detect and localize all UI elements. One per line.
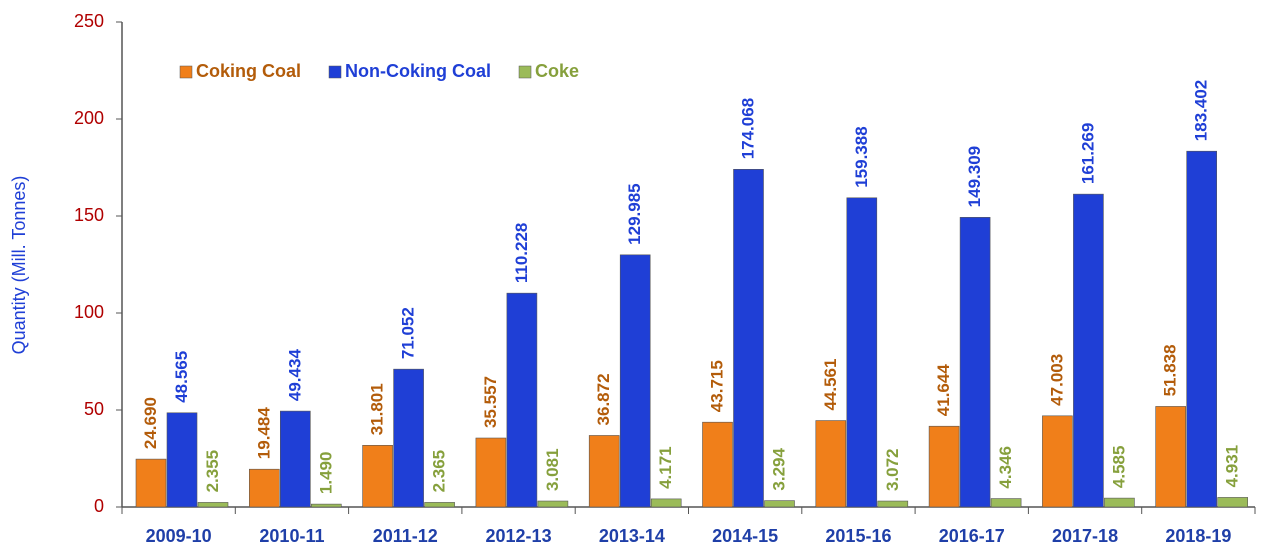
value-label: 51.838: [1161, 344, 1180, 396]
value-label: 4.931: [1223, 445, 1242, 488]
value-label: 47.003: [1047, 354, 1066, 406]
value-label: 159.388: [852, 126, 871, 187]
legend-swatch: [518, 65, 532, 79]
value-label: 4.171: [656, 446, 675, 489]
x-tick-label: 2017-18: [1052, 526, 1118, 546]
y-tick-label: 100: [74, 302, 104, 322]
bar: [928, 425, 960, 508]
value-label: 149.309: [965, 146, 984, 207]
value-label: 36.872: [594, 373, 613, 425]
legend-label: Non-Coking Coal: [345, 61, 491, 81]
bar: [877, 500, 909, 508]
bar: [990, 498, 1022, 508]
bar: [475, 437, 507, 508]
bar: [733, 169, 764, 508]
value-label: 35.557: [481, 376, 500, 428]
y-tick-label: 150: [74, 205, 104, 225]
value-label: 24.690: [141, 397, 160, 449]
value-label: 161.269: [1078, 123, 1097, 184]
x-tick-label: 2011-12: [373, 526, 438, 546]
bar: [959, 217, 991, 508]
bar: [393, 368, 424, 508]
bar: [702, 421, 733, 508]
value-label: 19.484: [254, 407, 273, 460]
bar: [166, 412, 198, 508]
x-tick-label: 2010-11: [259, 526, 324, 546]
bar: [310, 503, 342, 508]
bar: [1042, 415, 1073, 508]
x-tick-label: 2013-14: [599, 526, 665, 546]
bar: [764, 500, 795, 508]
value-label: 4.585: [1109, 446, 1128, 489]
bar: [846, 197, 878, 508]
bar: [197, 502, 229, 508]
bar: [588, 435, 620, 508]
x-tick-label: 2014-15: [712, 526, 778, 546]
value-label: 3.294: [769, 448, 788, 491]
legend-label: Coking Coal: [196, 61, 301, 81]
bar: [537, 500, 569, 508]
value-label: 4.346: [996, 446, 1015, 489]
value-label: 48.565: [172, 351, 191, 403]
value-label: 44.561: [821, 359, 840, 411]
x-tick-label: 2015-16: [825, 526, 891, 546]
legend-label: Coke: [535, 61, 579, 81]
bar: [279, 410, 311, 508]
bar: [650, 498, 682, 508]
legend-swatch: [179, 65, 193, 79]
value-label: 41.644: [934, 364, 953, 417]
bar: [506, 292, 538, 508]
value-label: 71.052: [399, 307, 418, 359]
bar: [1217, 497, 1248, 508]
x-tick-label: 2018-19: [1165, 526, 1231, 546]
value-label: 183.402: [1192, 80, 1211, 141]
value-label: 3.081: [543, 448, 562, 491]
y-tick-label: 0: [94, 496, 104, 516]
value-label: 110.228: [512, 223, 531, 284]
bar: [815, 420, 847, 508]
value-label: 43.715: [707, 360, 726, 412]
value-label: 49.434: [285, 349, 304, 402]
bar: [1155, 406, 1186, 508]
bar: [424, 502, 455, 508]
x-tick-label: 2016-17: [939, 526, 1005, 546]
legend-swatch: [328, 65, 342, 79]
bar: [249, 468, 280, 508]
bar: [135, 458, 167, 508]
y-axis-label: Quantity (Mill. Tonnes): [9, 176, 29, 355]
value-label: 1.490: [316, 452, 335, 495]
value-label: 174.068: [738, 98, 757, 159]
bar: [1104, 497, 1135, 508]
bar: [619, 254, 651, 508]
bar: [362, 445, 393, 508]
bar: [1186, 150, 1217, 508]
y-tick-label: 50: [84, 399, 104, 419]
value-label: 2.365: [430, 450, 449, 493]
value-label: 3.072: [883, 448, 902, 491]
x-tick-label: 2012-13: [486, 526, 552, 546]
x-tick-label: 2009-10: [146, 526, 212, 546]
bar: [1073, 193, 1104, 508]
y-tick-label: 200: [74, 108, 104, 128]
value-label: 31.801: [368, 383, 387, 435]
value-label: 129.985: [625, 183, 644, 244]
value-label: 2.355: [203, 450, 222, 493]
y-tick-label: 250: [74, 11, 104, 31]
